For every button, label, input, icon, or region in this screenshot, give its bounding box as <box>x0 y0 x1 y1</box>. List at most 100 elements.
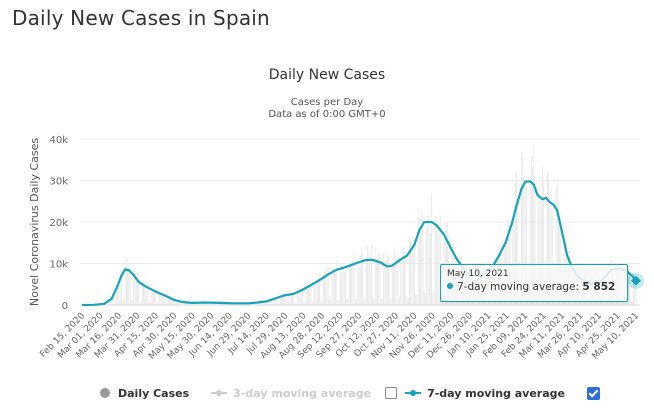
daily-case-bar <box>526 187 527 305</box>
daily-case-bar <box>517 196 519 305</box>
daily-case-bar <box>135 280 137 305</box>
daily-case-bar <box>556 179 558 305</box>
y-tick-label: 0 <box>62 301 68 312</box>
daily-case-bar <box>386 259 388 305</box>
checkbox-7-day-moving-average[interactable] <box>587 386 600 400</box>
daily-case-bar <box>417 209 419 305</box>
daily-case-bar <box>271 299 272 305</box>
daily-case-bar <box>394 249 396 305</box>
daily-case-bar <box>522 156 524 305</box>
chart-title: Daily New Cases <box>268 67 386 83</box>
daily-case-bar <box>358 259 360 305</box>
daily-case-bar <box>161 294 163 305</box>
checkbox-3-day-moving-average[interactable] <box>385 387 398 399</box>
daily-case-bar <box>313 301 314 305</box>
daily-case-bar <box>298 292 300 305</box>
daily-case-bar <box>630 300 632 305</box>
dot-icon <box>100 388 110 398</box>
daily-case-bar <box>547 173 548 305</box>
daily-case-bar <box>295 303 297 305</box>
daily-case-bar <box>155 292 157 305</box>
daily-case-bar <box>444 221 446 305</box>
daily-case-bar <box>399 298 400 305</box>
daily-case-bar <box>415 295 416 305</box>
daily-case-bar <box>157 303 159 305</box>
daily-case-bar <box>300 286 302 305</box>
daily-case-bar <box>304 302 306 305</box>
daily-case-bar <box>187 302 189 305</box>
legend: Daily Cases 3-day moving average 7-day m… <box>100 384 608 402</box>
daily-case-bar <box>109 299 111 305</box>
daily-case-bar <box>272 297 274 305</box>
daily-case-bar <box>359 265 361 305</box>
daily-case-bar <box>418 216 420 305</box>
legend-item-3-day-moving-average[interactable]: 3-day moving average <box>211 387 371 400</box>
daily-case-bar <box>336 259 338 305</box>
legend-item-daily-cases[interactable]: Daily Cases <box>100 387 189 400</box>
daily-case-bar <box>383 251 384 305</box>
daily-case-bar <box>372 298 373 305</box>
daily-case-bar <box>559 219 561 305</box>
daily-case-bar <box>337 299 339 305</box>
daily-case-bar <box>604 300 606 305</box>
data-point-marker[interactable] <box>631 275 641 286</box>
daily-case-bar <box>597 301 599 305</box>
daily-case-bar <box>254 303 255 305</box>
daily-case-bar <box>421 211 423 305</box>
series-line-7-day-moving-average[interactable] <box>81 180 637 307</box>
daily-case-bar <box>130 300 132 305</box>
daily-case-bar <box>377 257 378 305</box>
daily-case-bar <box>532 166 533 305</box>
daily-case-bar <box>370 244 372 305</box>
daily-case-bar <box>180 300 181 305</box>
daily-case-bar <box>579 300 580 305</box>
daily-case-bar <box>428 221 430 305</box>
daily-case-bar <box>468 300 469 305</box>
daily-case-bar <box>149 302 151 305</box>
daily-case-bar <box>396 254 398 305</box>
daily-case-bar <box>539 195 541 305</box>
daily-case-bar <box>171 299 173 305</box>
daily-case-bar <box>411 255 413 305</box>
legend-label: 7-day moving average <box>427 386 565 400</box>
daily-case-bar <box>438 232 440 305</box>
daily-case-bar <box>331 266 333 305</box>
daily-case-bar <box>439 216 441 305</box>
daily-case-bar <box>476 300 478 305</box>
daily-case-bar <box>425 292 426 305</box>
daily-case-bar <box>293 295 295 305</box>
daily-case-bar <box>433 292 435 305</box>
daily-case-bar <box>177 301 179 305</box>
daily-case-bar <box>635 278 637 305</box>
daily-case-bar <box>284 296 286 305</box>
daily-case-bar <box>420 233 421 305</box>
daily-case-bar <box>466 300 468 305</box>
legend-item-7-day-moving-average[interactable]: 7-day moving average <box>405 387 565 400</box>
daily-case-bar <box>297 291 298 305</box>
daily-case-bar <box>146 283 148 305</box>
daily-case-bar <box>154 286 155 305</box>
chart-subtitle-line-2: Data as of 0:00 GMT+0 <box>268 109 386 120</box>
tooltip-value: 5 852 <box>582 281 616 293</box>
daily-case-bar <box>402 246 404 305</box>
daily-case-bar <box>273 299 275 305</box>
tooltip-date: May 10, 2021 <box>447 269 509 279</box>
daily-case-bar <box>124 266 126 305</box>
series-dot-icon <box>447 283 453 289</box>
daily-case-bar <box>521 151 522 305</box>
daily-case-bar <box>345 272 346 305</box>
daily-case-bar <box>391 262 393 305</box>
daily-case-bar <box>390 299 392 305</box>
daily-case-bar <box>319 274 320 305</box>
daily-case-bar <box>286 303 287 305</box>
daily-case-bar <box>274 299 276 305</box>
daily-case-bar <box>165 303 167 305</box>
chart-subtitle: Cases per Day Data as of 0:00 GMT+0 <box>0 97 654 121</box>
daily-case-bar <box>327 267 329 305</box>
daily-case-bar <box>170 298 171 305</box>
tooltip-label: 7-day moving average: <box>457 281 583 293</box>
daily-case-bar <box>167 295 169 305</box>
daily-case-bar <box>332 272 334 305</box>
daily-case-bar <box>172 299 174 305</box>
